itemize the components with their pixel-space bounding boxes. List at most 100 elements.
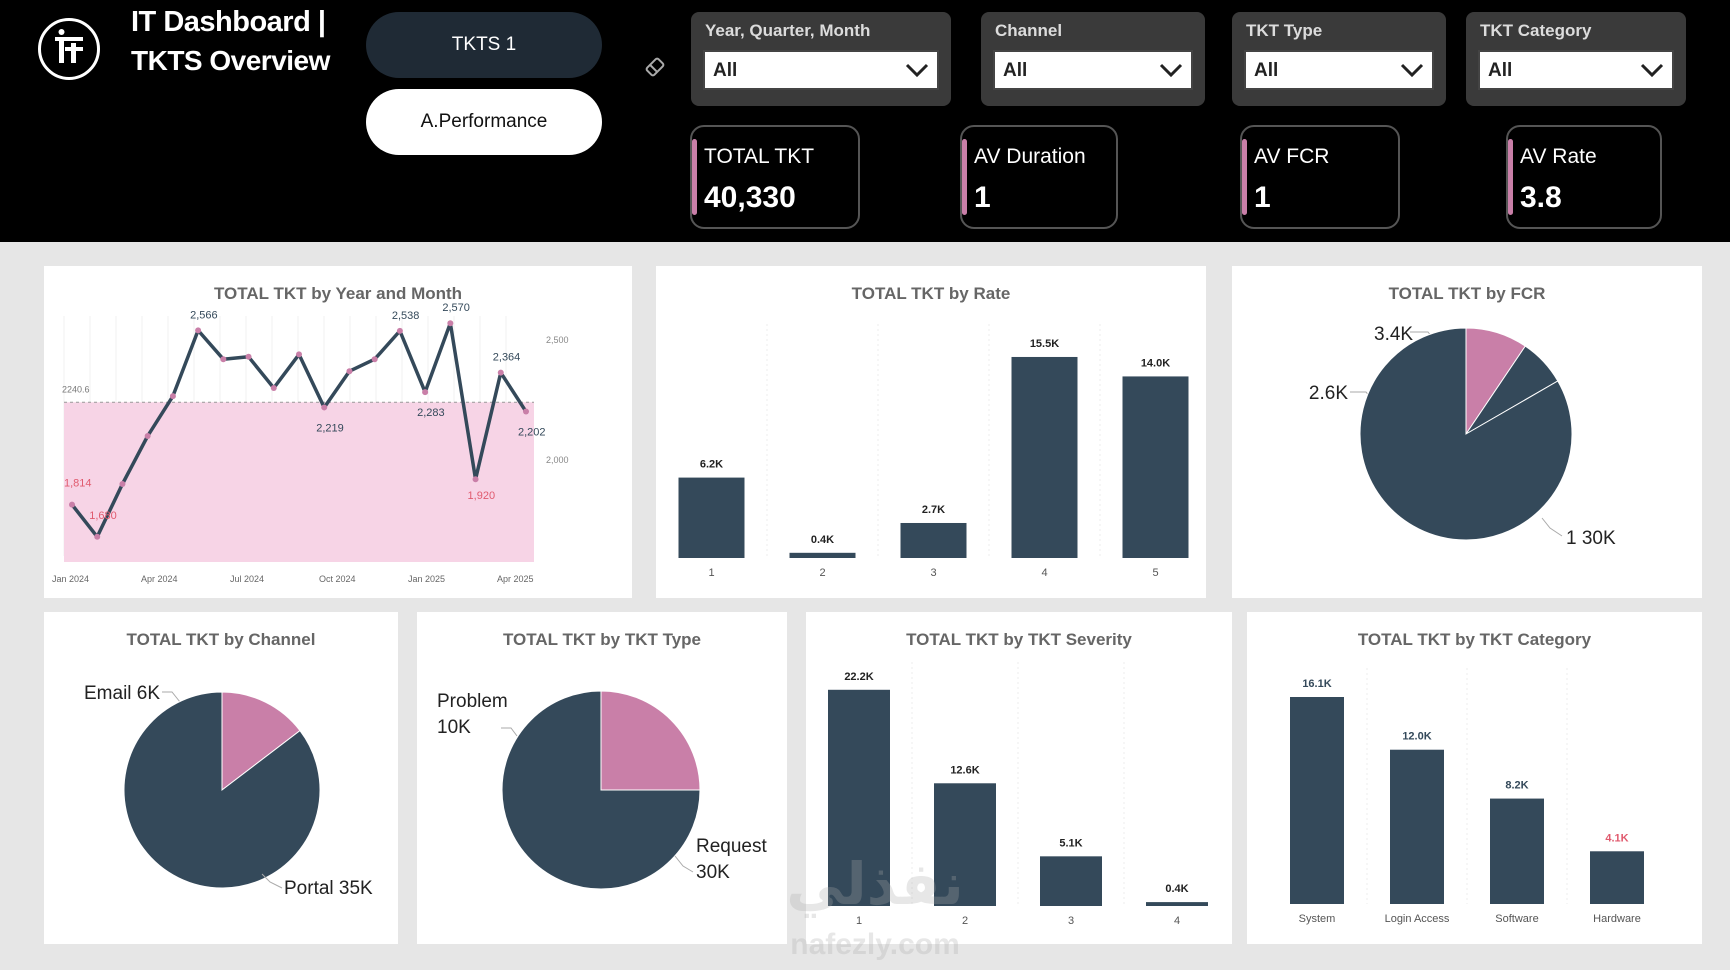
data-label: 2,570 bbox=[442, 302, 470, 314]
x-tick-label: 5 bbox=[1152, 567, 1158, 579]
bar bbox=[678, 477, 745, 558]
chevron-down-icon bbox=[1640, 63, 1664, 78]
x-tick-label: Hardware bbox=[1593, 913, 1641, 925]
x-tick-label: 2 bbox=[819, 567, 825, 579]
data-point bbox=[270, 385, 277, 391]
leader-line bbox=[501, 727, 518, 737]
data-label: 1,680 bbox=[89, 510, 117, 522]
chevron-down-icon bbox=[1159, 63, 1183, 78]
leader-line bbox=[1541, 517, 1563, 537]
y-tick-label: 2,500 bbox=[546, 335, 569, 345]
x-tick-label: 4 bbox=[1041, 567, 1047, 579]
slice-label: Email 6K bbox=[84, 683, 160, 704]
bar-label: 12.6K bbox=[950, 764, 979, 776]
dropdown-value: All bbox=[1488, 60, 1513, 81]
leader-line bbox=[674, 855, 694, 873]
x-tick-label: System bbox=[1299, 913, 1336, 925]
bar-label: 0.4K bbox=[1165, 883, 1188, 895]
chart-title: TOTAL TKT by TKT Severity bbox=[906, 630, 1132, 649]
line-chart: 2240.6 2,000 2,500 1,814 1,680 2,566 2,219 2,53… bbox=[52, 302, 569, 584]
bar-label: 6.2K bbox=[700, 459, 723, 471]
data-point bbox=[245, 353, 252, 360]
data-point bbox=[523, 408, 529, 415]
chart-title: TOTAL TKT by Rate bbox=[851, 284, 1011, 303]
bar bbox=[1040, 856, 1102, 906]
leader-line bbox=[162, 691, 181, 703]
bar bbox=[828, 689, 890, 906]
bar-label: 22.2K bbox=[844, 671, 873, 683]
slice-label: 2.6K bbox=[1309, 383, 1348, 404]
data-point bbox=[296, 351, 302, 358]
date-dropdown[interactable]: All bbox=[703, 50, 939, 90]
data-point bbox=[321, 404, 328, 411]
data-point bbox=[497, 369, 504, 376]
rate-bar-chart: 6.2K 1 0.4K 2 2.7K 3 15.5K 4 14.0K 5 bbox=[678, 324, 1189, 579]
bar-label: 8.2K bbox=[1505, 780, 1528, 792]
panel-category-chart: TOTAL TKT by TKT Category 16.1K System 12.… bbox=[1247, 612, 1702, 944]
dropdown-value: All bbox=[1254, 60, 1279, 81]
performance-page-button[interactable]: A.Performance bbox=[366, 89, 602, 155]
chart-title: TOTAL TKT by TKT Type bbox=[502, 630, 701, 649]
panel-fcr-chart: TOTAL TKT by FCR 3.4K 2.6K 1 30K bbox=[1232, 266, 1702, 598]
bar bbox=[789, 552, 856, 558]
chart-title: TOTAL TKT by Channel bbox=[126, 630, 316, 649]
panel-type-chart: TOTAL TKT by TKT Type Problem 10K Request 3… bbox=[417, 612, 787, 944]
slice-label: 30K bbox=[696, 862, 730, 883]
bar bbox=[934, 783, 996, 906]
bar bbox=[1490, 798, 1544, 904]
x-tick-label: Jul 2024 bbox=[230, 574, 264, 584]
pie-slice bbox=[600, 690, 701, 791]
bar-label: 2.7K bbox=[922, 504, 945, 516]
bar-label: 15.5K bbox=[1030, 338, 1059, 350]
kpi-value: 1 bbox=[974, 181, 991, 214]
data-point bbox=[195, 327, 202, 334]
dropdown-value: All bbox=[713, 60, 738, 81]
chart-title: TOTAL TKT by FCR bbox=[1388, 284, 1546, 303]
chart-title: TOTAL TKT by Year and Month bbox=[213, 284, 463, 303]
kpi-total-tkt: TOTAL TKT 40,330 bbox=[690, 125, 860, 229]
chart-title: TOTAL TKT by TKT Category bbox=[1357, 630, 1592, 649]
x-tick-label: Jan 2024 bbox=[52, 574, 89, 584]
data-point bbox=[144, 433, 151, 439]
data-point bbox=[346, 368, 353, 375]
tkt-type-dropdown[interactable]: All bbox=[1244, 50, 1434, 90]
channel-pie-chart: Email 6K Portal 35K bbox=[84, 683, 373, 899]
leader-line bbox=[261, 873, 283, 889]
slicer-date: Year, Quarter, Month All bbox=[691, 12, 951, 106]
data-label: 2,219 bbox=[316, 422, 344, 434]
tkt-category-dropdown[interactable]: All bbox=[1478, 50, 1674, 90]
dashboard-title: IT Dashboard | bbox=[131, 6, 326, 38]
slicer-label: Year, Quarter, Month bbox=[705, 21, 871, 40]
data-label: 2,538 bbox=[392, 310, 420, 322]
data-point bbox=[69, 501, 75, 508]
chevron-down-icon bbox=[1400, 63, 1424, 78]
channel-dropdown[interactable]: All bbox=[993, 50, 1193, 90]
data-point bbox=[220, 356, 227, 363]
panel-line-chart: TOTAL TKT by Year and Month 2240.6 2,000 2… bbox=[44, 266, 632, 598]
slice-label: Portal 35K bbox=[284, 878, 373, 899]
x-tick-label: Apr 2024 bbox=[141, 574, 178, 584]
average-label: 2240.6 bbox=[62, 384, 90, 394]
x-tick-label: 1 bbox=[708, 567, 714, 579]
kpi-label: AV FCR bbox=[1254, 145, 1330, 168]
x-tick-label: Jan 2025 bbox=[408, 574, 445, 584]
bar bbox=[1390, 749, 1444, 904]
bar-label: 16.1K bbox=[1302, 678, 1331, 690]
bar bbox=[1590, 851, 1644, 904]
clear-filters-eraser-icon[interactable] bbox=[642, 54, 668, 80]
bar bbox=[1011, 356, 1078, 558]
kpi-label: AV Duration bbox=[974, 145, 1086, 168]
data-point bbox=[447, 320, 454, 327]
it-logo-icon bbox=[38, 18, 100, 80]
slicer-tkt-type: TKT Type All bbox=[1232, 12, 1446, 106]
panel-rate-chart: TOTAL TKT by Rate 6.2K 1 0.4K 2 2.7K 3 15.5K 4 1… bbox=[656, 266, 1206, 598]
bar bbox=[900, 522, 967, 558]
slice-label: 3.4K bbox=[1374, 324, 1413, 345]
tkts-page-button[interactable]: TKTS 1 bbox=[366, 12, 602, 78]
bar-label: 0.4K bbox=[811, 534, 834, 546]
data-point bbox=[396, 327, 403, 334]
data-label: 1,814 bbox=[64, 478, 92, 490]
slice-label: Request bbox=[696, 836, 767, 857]
pie-slice bbox=[501, 690, 701, 890]
x-tick-label: Software bbox=[1495, 913, 1538, 925]
